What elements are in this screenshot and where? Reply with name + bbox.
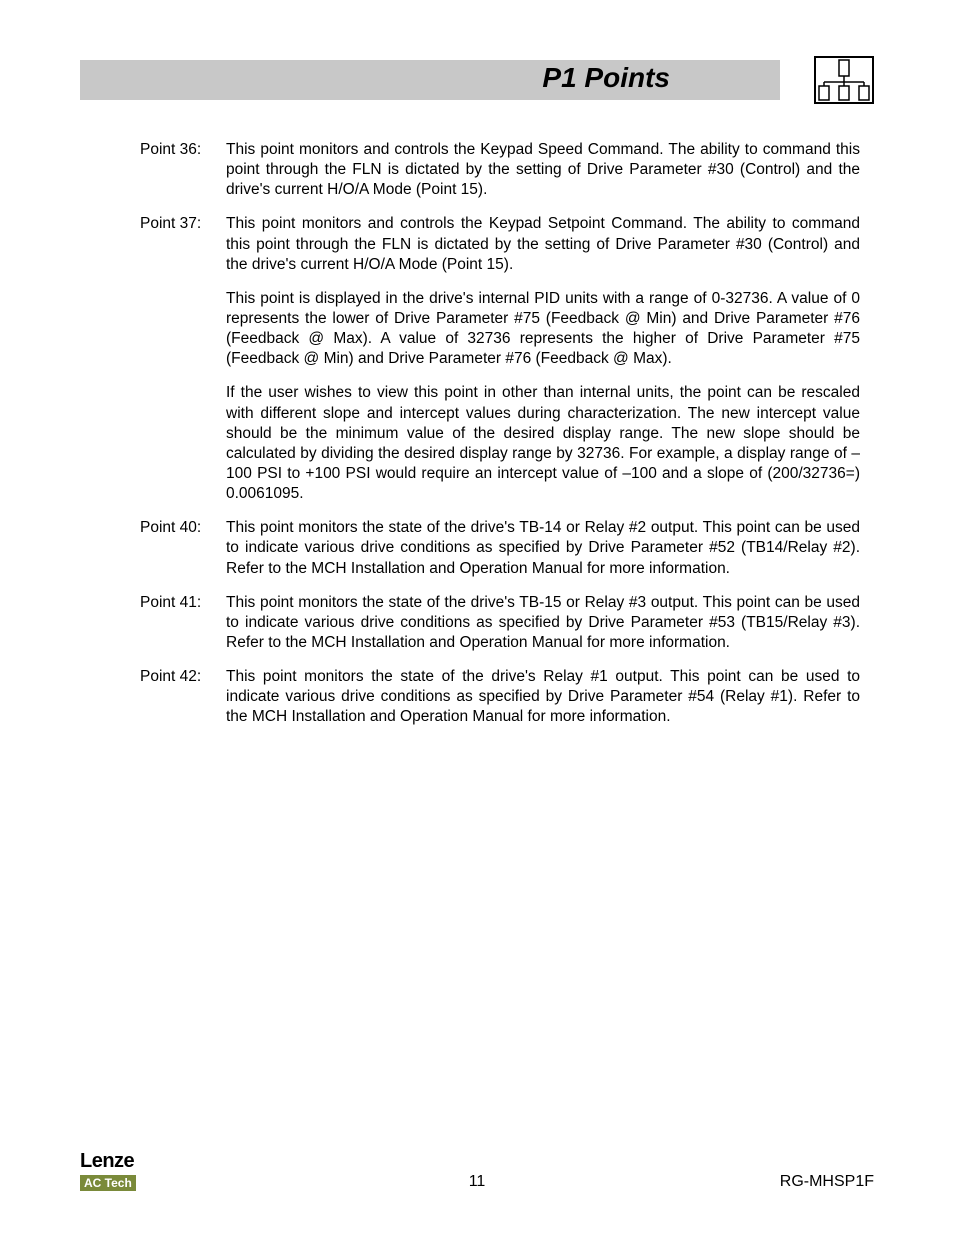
point-label: Point 42: <box>140 667 226 727</box>
point-block: Point 40:This point monitors the state o… <box>140 518 860 578</box>
section-title: P1 Points <box>80 62 780 94</box>
logo-text-top: Lenze <box>80 1150 136 1173</box>
point-paragraph: If the user wishes to view this point in… <box>226 383 860 504</box>
point-block: Point 41:This point monitors the state o… <box>140 593 860 653</box>
point-label: Point 36: <box>140 140 226 200</box>
drive-icon <box>814 56 874 104</box>
point-body: This point monitors and controls the Key… <box>226 214 860 504</box>
point-paragraph: This point monitors the state of the dri… <box>226 593 860 653</box>
point-paragraph: This point is displayed in the drive's i… <box>226 289 860 370</box>
point-label: Point 40: <box>140 518 226 578</box>
point-body: This point monitors the state of the dri… <box>226 667 860 727</box>
point-label: Point 37: <box>140 214 226 504</box>
footer: Lenze AC Tech 11 RG-MHSP1F <box>80 1150 874 1191</box>
point-label: Point 41: <box>140 593 226 653</box>
content-area: Point 36:This point monitors and control… <box>140 140 860 742</box>
point-paragraph: This point monitors and controls the Key… <box>226 214 860 274</box>
point-paragraph: This point monitors the state of the dri… <box>226 518 860 578</box>
point-block: Point 42:This point monitors the state o… <box>140 667 860 727</box>
point-block: Point 37:This point monitors and control… <box>140 214 860 504</box>
page: P1 Points Point 36:This point monitors a… <box>0 0 954 1235</box>
point-body: This point monitors the state of the dri… <box>226 593 860 653</box>
page-number: 11 <box>80 1173 874 1191</box>
point-body: This point monitors the state of the dri… <box>226 518 860 578</box>
point-body: This point monitors and controls the Key… <box>226 140 860 200</box>
point-block: Point 36:This point monitors and control… <box>140 140 860 200</box>
point-paragraph: This point monitors and controls the Key… <box>226 140 860 200</box>
point-paragraph: This point monitors the state of the dri… <box>226 667 860 727</box>
